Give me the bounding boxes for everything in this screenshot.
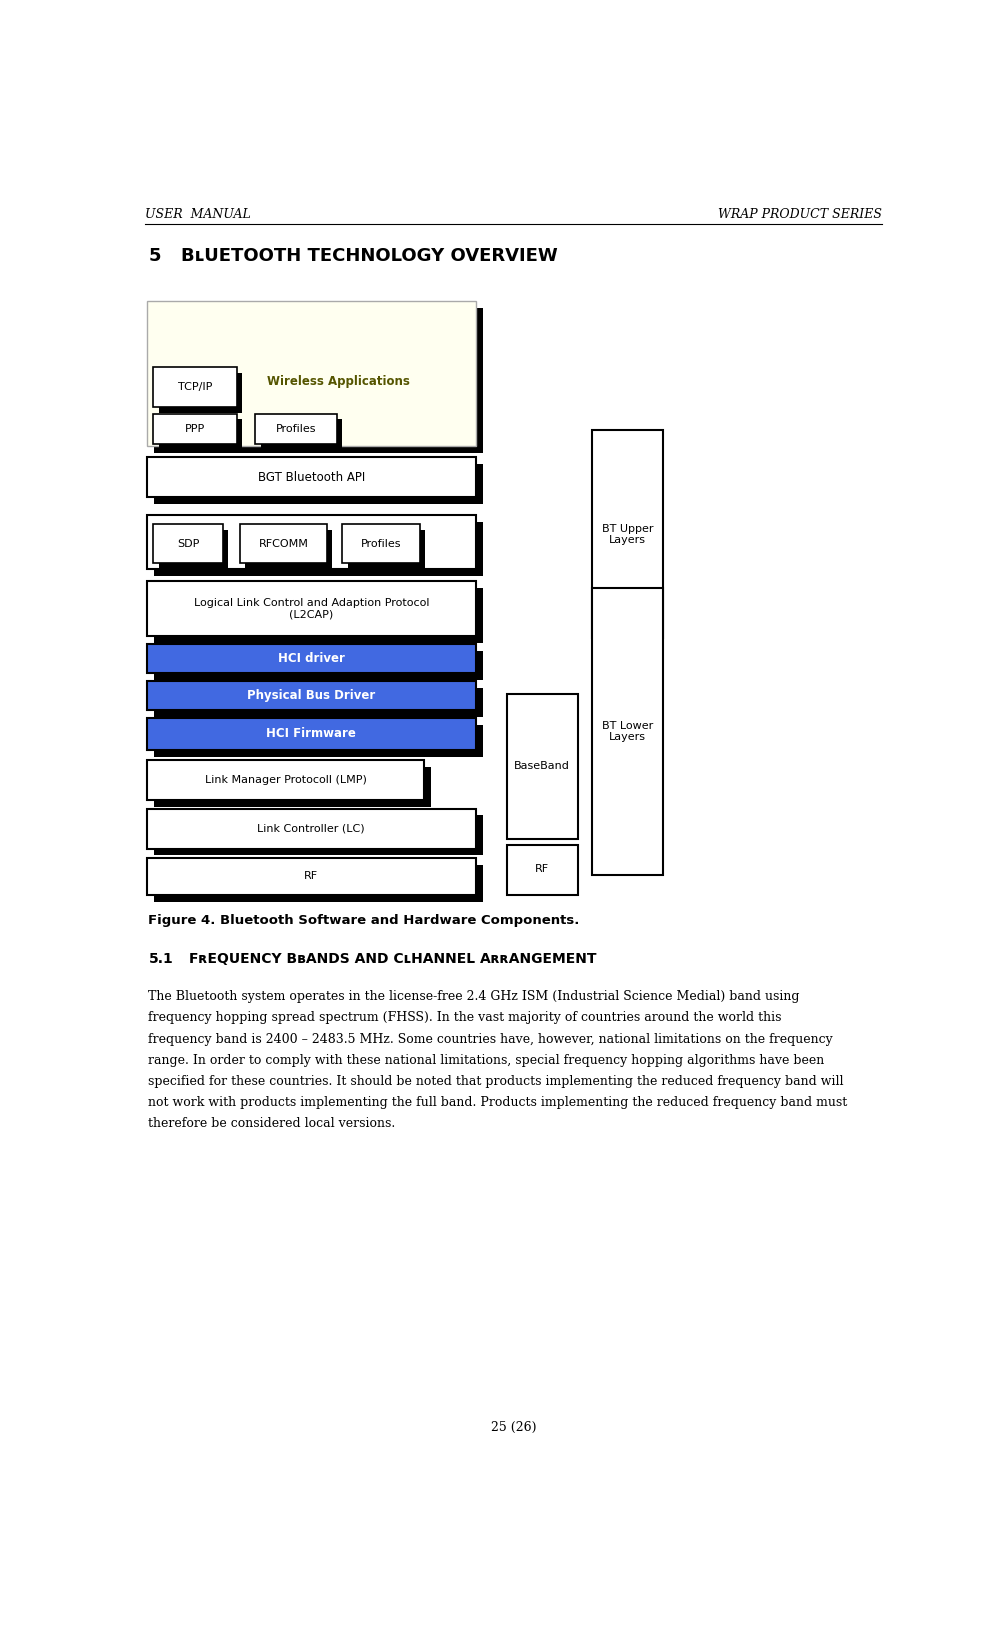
Text: BT Lower
Layers: BT Lower Layers xyxy=(602,720,653,742)
FancyBboxPatch shape xyxy=(245,530,333,569)
FancyBboxPatch shape xyxy=(154,522,483,575)
FancyBboxPatch shape xyxy=(147,760,425,800)
Text: 5.1: 5.1 xyxy=(148,952,173,967)
Text: SDP: SDP xyxy=(176,538,199,549)
FancyBboxPatch shape xyxy=(507,694,578,838)
FancyBboxPatch shape xyxy=(154,725,483,756)
FancyBboxPatch shape xyxy=(154,768,432,807)
Text: TCP/IP: TCP/IP xyxy=(177,383,212,393)
Text: Profiles: Profiles xyxy=(276,424,316,434)
FancyBboxPatch shape xyxy=(147,515,476,569)
Text: 25 (26): 25 (26) xyxy=(491,1421,536,1434)
Text: Figure 4. Bluetooth Software and Hardware Components.: Figure 4. Bluetooth Software and Hardwar… xyxy=(148,914,580,927)
FancyBboxPatch shape xyxy=(507,844,578,895)
FancyBboxPatch shape xyxy=(592,588,663,875)
Text: Logical Link Control and Adaption Protocol
(L2CAP): Logical Link Control and Adaption Protoc… xyxy=(193,598,429,619)
Text: Link Controller (LC): Link Controller (LC) xyxy=(258,823,365,833)
Text: frequency hopping spread spectrum (FHSS). In the vast majority of countries arou: frequency hopping spread spectrum (FHSS)… xyxy=(148,1011,782,1024)
FancyBboxPatch shape xyxy=(592,430,663,639)
Text: PPP: PPP xyxy=(185,424,205,434)
FancyBboxPatch shape xyxy=(147,302,476,447)
FancyBboxPatch shape xyxy=(147,458,476,497)
FancyBboxPatch shape xyxy=(158,373,242,412)
Text: RF: RF xyxy=(305,872,319,882)
Text: not work with products implementing the full band. Products implementing the red: not work with products implementing the … xyxy=(148,1095,848,1108)
FancyBboxPatch shape xyxy=(153,414,236,445)
Text: HCI driver: HCI driver xyxy=(278,652,345,665)
Text: RFCOMM: RFCOMM xyxy=(259,538,309,549)
Text: Profiles: Profiles xyxy=(361,538,401,549)
Text: frequency band is 2400 – 2483.5 MHz. Some countries have, however, national limi: frequency band is 2400 – 2483.5 MHz. Som… xyxy=(148,1032,834,1045)
Text: BaseBand: BaseBand xyxy=(514,761,570,771)
FancyBboxPatch shape xyxy=(158,530,228,569)
Text: Wireless Applications: Wireless Applications xyxy=(267,375,410,388)
Text: HCI Firmware: HCI Firmware xyxy=(267,727,356,740)
Text: specified for these countries. It should be noted that products implementing the: specified for these countries. It should… xyxy=(148,1074,844,1087)
FancyBboxPatch shape xyxy=(153,525,222,562)
FancyBboxPatch shape xyxy=(154,866,483,901)
Text: USER  MANUAL: USER MANUAL xyxy=(144,209,250,222)
FancyBboxPatch shape xyxy=(154,587,483,642)
FancyBboxPatch shape xyxy=(147,644,476,673)
FancyBboxPatch shape xyxy=(158,419,242,450)
FancyBboxPatch shape xyxy=(147,681,476,711)
Text: Physical Bus Driver: Physical Bus Driver xyxy=(247,689,376,703)
FancyBboxPatch shape xyxy=(256,414,337,445)
FancyBboxPatch shape xyxy=(154,465,483,504)
FancyBboxPatch shape xyxy=(348,530,425,569)
Text: RF: RF xyxy=(535,864,549,874)
FancyBboxPatch shape xyxy=(154,650,483,680)
FancyBboxPatch shape xyxy=(239,525,327,562)
FancyBboxPatch shape xyxy=(154,308,483,453)
Text: therefore be considered local versions.: therefore be considered local versions. xyxy=(148,1117,396,1130)
FancyBboxPatch shape xyxy=(154,815,483,856)
Text: The Bluetooth system operates in the license-free 2.4 GHz ISM (Industrial Scienc: The Bluetooth system operates in the lic… xyxy=(148,991,800,1002)
FancyBboxPatch shape xyxy=(147,808,476,849)
Text: 5: 5 xyxy=(148,246,161,264)
Text: Link Manager Protocoll (LMP): Link Manager Protocoll (LMP) xyxy=(204,774,367,786)
FancyBboxPatch shape xyxy=(261,419,343,450)
FancyBboxPatch shape xyxy=(147,857,476,895)
FancyBboxPatch shape xyxy=(147,580,476,636)
FancyBboxPatch shape xyxy=(154,688,483,717)
FancyBboxPatch shape xyxy=(343,525,420,562)
Text: BʟUETOOTH TECHNOLOGY OVERVIEW: BʟUETOOTH TECHNOLOGY OVERVIEW xyxy=(181,246,558,264)
Text: BT Upper
Layers: BT Upper Layers xyxy=(601,523,653,544)
Text: FʀEQUENCY BʙANDS AND CʟHANNEL AʀʀANGEMENT: FʀEQUENCY BʙANDS AND CʟHANNEL AʀʀANGEMEN… xyxy=(188,952,596,967)
FancyBboxPatch shape xyxy=(147,717,476,750)
Text: WRAP PRODUCT SERIES: WRAP PRODUCT SERIES xyxy=(718,209,883,222)
FancyBboxPatch shape xyxy=(153,367,236,408)
Text: range. In order to comply with these national limitations, special frequency hop: range. In order to comply with these nat… xyxy=(148,1053,825,1066)
Text: BGT Bluetooth API: BGT Bluetooth API xyxy=(258,471,365,484)
